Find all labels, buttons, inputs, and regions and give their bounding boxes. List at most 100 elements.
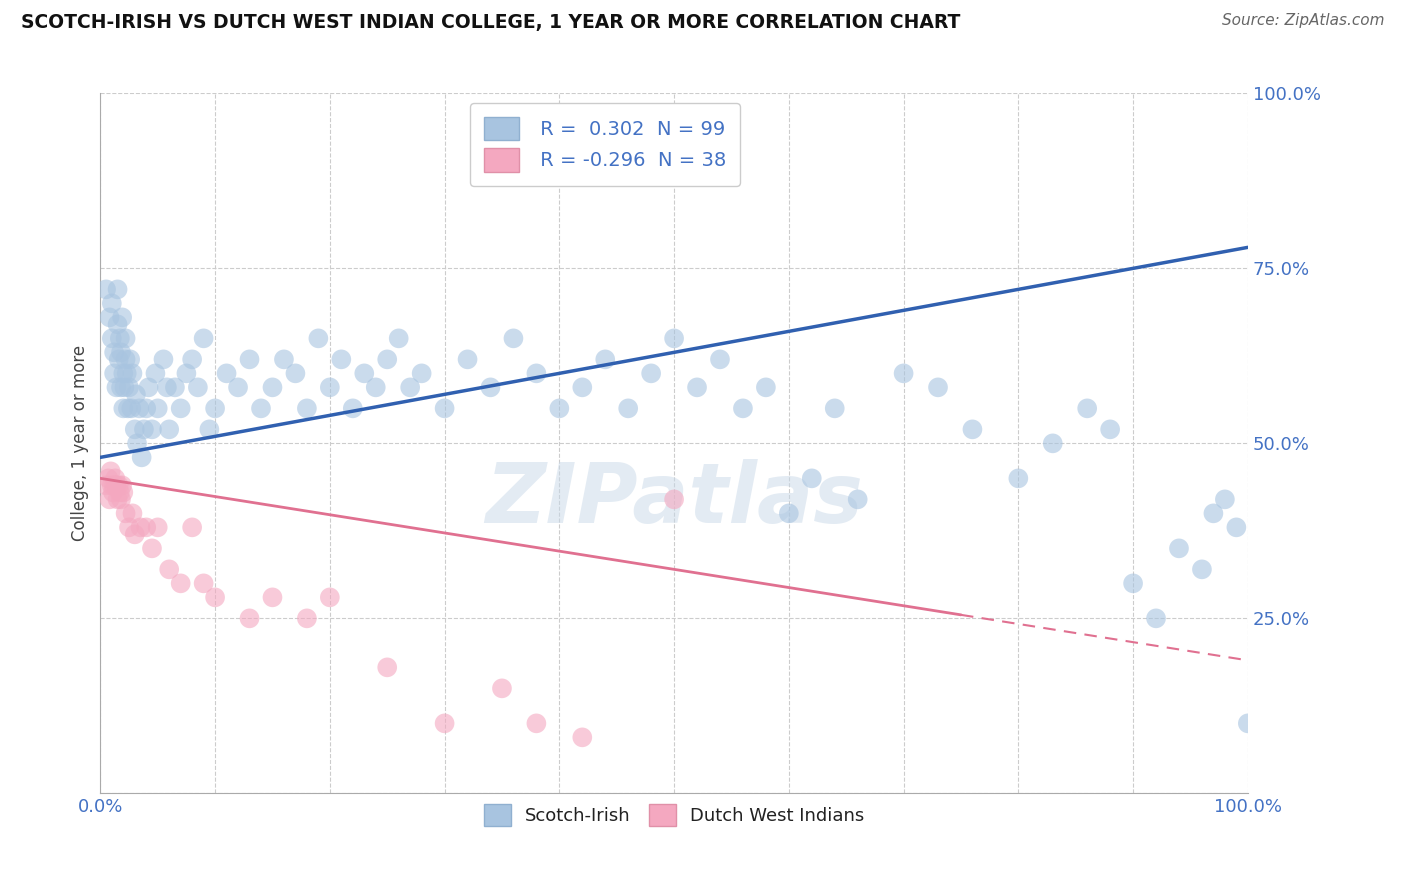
Point <box>593 352 616 367</box>
Point <box>411 367 433 381</box>
Point <box>131 450 153 465</box>
Point <box>342 401 364 416</box>
Point <box>800 471 823 485</box>
Point <box>105 380 128 394</box>
Point <box>101 478 124 492</box>
Point <box>132 422 155 436</box>
Point <box>107 352 129 367</box>
Point <box>108 485 131 500</box>
Point <box>146 401 169 416</box>
Point <box>135 401 157 416</box>
Point <box>114 507 136 521</box>
Point <box>101 331 124 345</box>
Point <box>163 380 186 394</box>
Point <box>262 591 284 605</box>
Point <box>526 716 548 731</box>
Point <box>145 367 167 381</box>
Point <box>824 401 846 416</box>
Point <box>125 436 148 450</box>
Point <box>1099 422 1122 436</box>
Point <box>319 380 342 394</box>
Point <box>238 352 260 367</box>
Point <box>686 380 709 394</box>
Point <box>1144 611 1167 625</box>
Point <box>100 464 122 478</box>
Point <box>117 401 139 416</box>
Point <box>617 401 640 416</box>
Point <box>307 331 329 345</box>
Point <box>319 591 342 605</box>
Point <box>731 401 754 416</box>
Point <box>105 478 128 492</box>
Point <box>846 492 869 507</box>
Point <box>526 367 548 381</box>
Point <box>103 478 125 492</box>
Point <box>118 380 141 394</box>
Point <box>124 527 146 541</box>
Point <box>962 422 984 436</box>
Point <box>118 520 141 534</box>
Point <box>121 507 143 521</box>
Point <box>457 352 479 367</box>
Point <box>204 591 226 605</box>
Point <box>709 352 731 367</box>
Point <box>491 681 513 696</box>
Point <box>110 380 132 394</box>
Point <box>111 478 134 492</box>
Point <box>1237 716 1260 731</box>
Point <box>157 422 180 436</box>
Point <box>1225 520 1247 534</box>
Point <box>120 352 142 367</box>
Point <box>375 352 398 367</box>
Point <box>1007 471 1029 485</box>
Point <box>181 520 204 534</box>
Point <box>571 731 593 745</box>
Point <box>152 352 174 367</box>
Point <box>107 282 129 296</box>
Point <box>111 310 134 325</box>
Point <box>129 520 152 534</box>
Point <box>114 352 136 367</box>
Point <box>141 422 163 436</box>
Point <box>103 345 125 359</box>
Point <box>215 367 238 381</box>
Point <box>238 611 260 625</box>
Point <box>1168 541 1191 556</box>
Point <box>121 367 143 381</box>
Point <box>226 380 249 394</box>
Point <box>193 331 215 345</box>
Point <box>108 331 131 345</box>
Point <box>101 296 124 310</box>
Point <box>1202 507 1225 521</box>
Point <box>375 660 398 674</box>
Point <box>112 367 135 381</box>
Point <box>893 367 915 381</box>
Point <box>187 380 209 394</box>
Point <box>157 562 180 576</box>
Point <box>1213 492 1236 507</box>
Point <box>112 485 135 500</box>
Point <box>433 401 456 416</box>
Point <box>120 401 142 416</box>
Point <box>104 471 127 485</box>
Point <box>399 380 422 394</box>
Point <box>176 367 198 381</box>
Point <box>640 367 662 381</box>
Point <box>433 716 456 731</box>
Point <box>755 380 778 394</box>
Point <box>138 380 160 394</box>
Text: SCOTCH-IRISH VS DUTCH WEST INDIAN COLLEGE, 1 YEAR OR MORE CORRELATION CHART: SCOTCH-IRISH VS DUTCH WEST INDIAN COLLEG… <box>21 13 960 32</box>
Point <box>388 331 411 345</box>
Point <box>135 520 157 534</box>
Point <box>170 401 193 416</box>
Point <box>548 401 571 416</box>
Point <box>170 576 193 591</box>
Point <box>250 401 273 416</box>
Point <box>128 401 150 416</box>
Point <box>778 507 800 521</box>
Point <box>295 401 318 416</box>
Text: Source: ZipAtlas.com: Source: ZipAtlas.com <box>1222 13 1385 29</box>
Point <box>284 367 307 381</box>
Point <box>353 367 375 381</box>
Point <box>94 478 117 492</box>
